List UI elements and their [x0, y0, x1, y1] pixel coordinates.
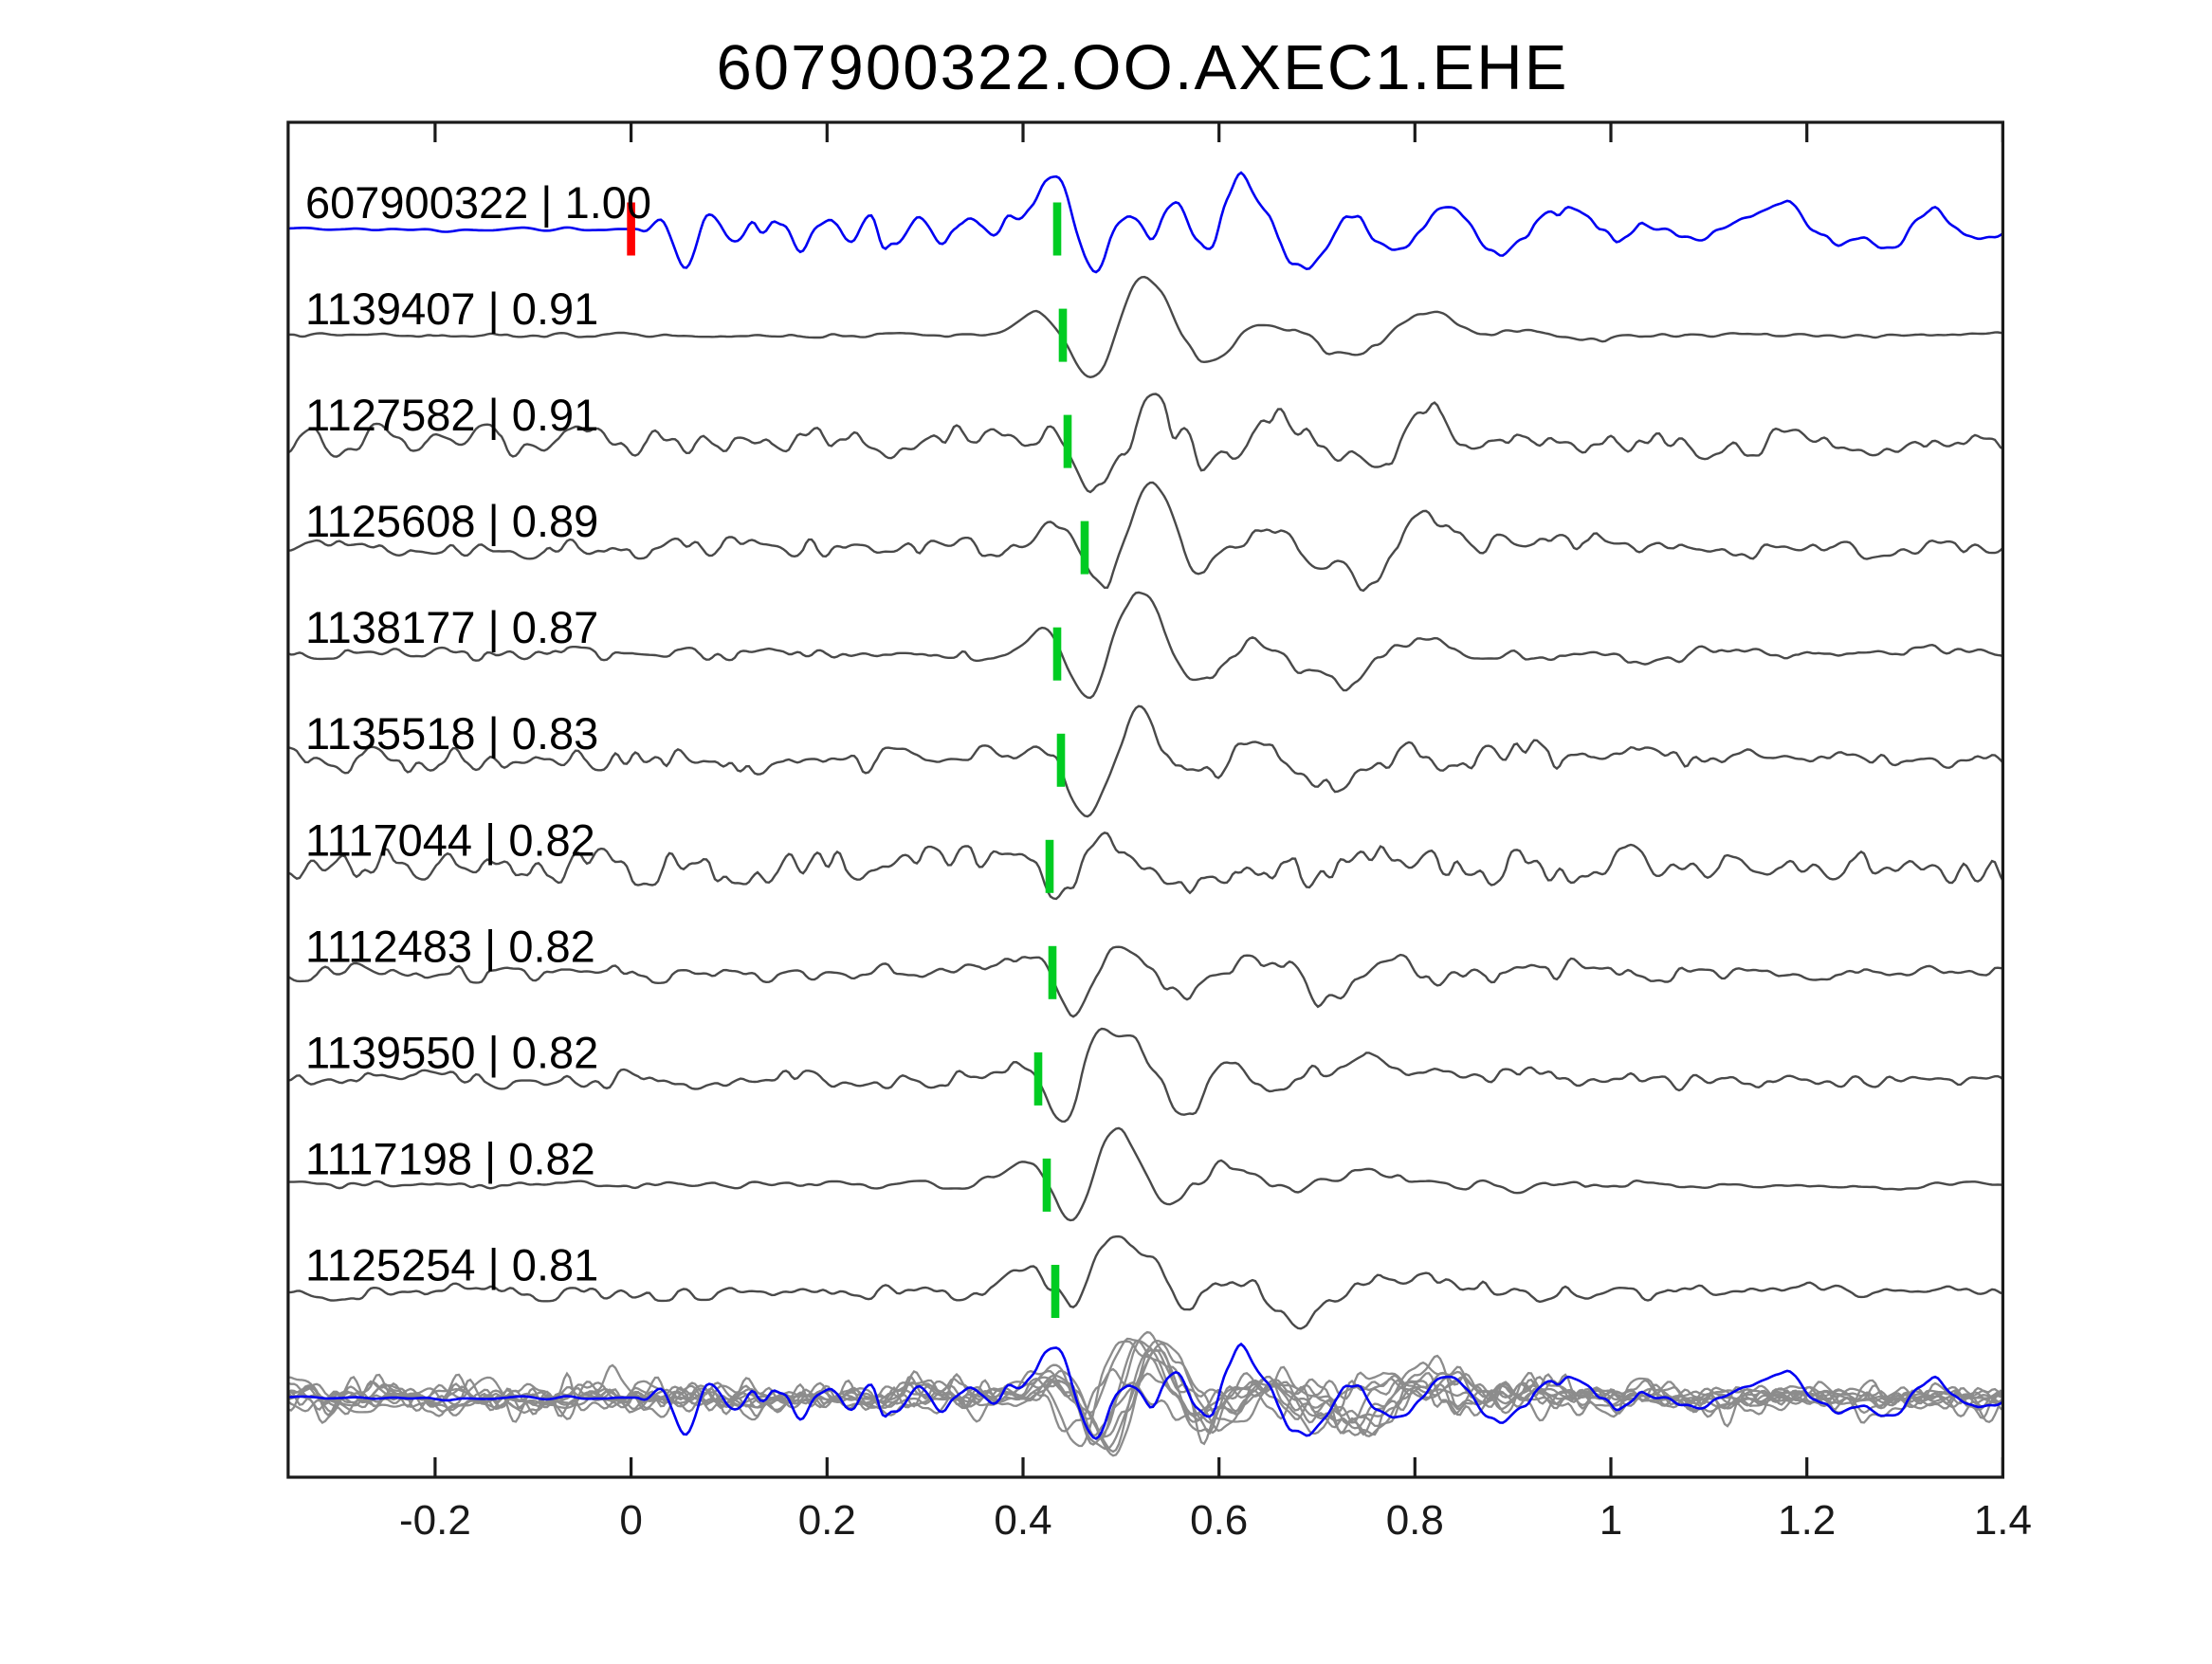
svg-text:607900322.OO.AXEC1.EHE: 607900322.OO.AXEC1.EHE	[716, 32, 1568, 103]
svg-text:0.8: 0.8	[1386, 1497, 1444, 1544]
svg-text:1.2: 1.2	[1778, 1497, 1836, 1544]
svg-text:1139550 | 0.82: 1139550 | 0.82	[305, 1027, 598, 1077]
svg-text:0.2: 0.2	[798, 1497, 856, 1544]
svg-text:607900322 | 1.00: 607900322 | 1.00	[305, 177, 651, 228]
svg-text:1.4: 1.4	[1974, 1497, 2032, 1544]
svg-text:1112483 | 0.82: 1112483 | 0.82	[305, 921, 595, 971]
svg-text:0.4: 0.4	[994, 1497, 1051, 1544]
svg-text:1: 1	[1600, 1497, 1622, 1544]
svg-text:1117044 | 0.82: 1117044 | 0.82	[305, 814, 595, 865]
svg-text:0.6: 0.6	[1190, 1497, 1248, 1544]
svg-text:1125254 | 0.81: 1125254 | 0.81	[305, 1240, 598, 1290]
svg-text:1127582 | 0.91: 1127582 | 0.91	[305, 390, 598, 440]
svg-text:1139407 | 0.91: 1139407 | 0.91	[305, 283, 598, 334]
svg-text:1117198 | 0.82: 1117198 | 0.82	[305, 1133, 595, 1183]
svg-text:1125608 | 0.89: 1125608 | 0.89	[305, 496, 598, 546]
svg-text:-0.2: -0.2	[399, 1497, 471, 1544]
svg-text:1138177 | 0.87: 1138177 | 0.87	[305, 602, 598, 652]
svg-text:0: 0	[619, 1497, 642, 1544]
svg-text:1135518 | 0.83: 1135518 | 0.83	[305, 708, 598, 759]
